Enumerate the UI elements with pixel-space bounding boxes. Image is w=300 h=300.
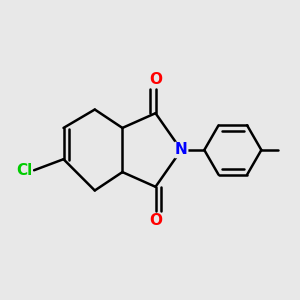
Text: N: N xyxy=(175,142,188,158)
Text: O: O xyxy=(149,213,162,228)
Text: Cl: Cl xyxy=(16,163,32,178)
Text: O: O xyxy=(149,72,162,87)
